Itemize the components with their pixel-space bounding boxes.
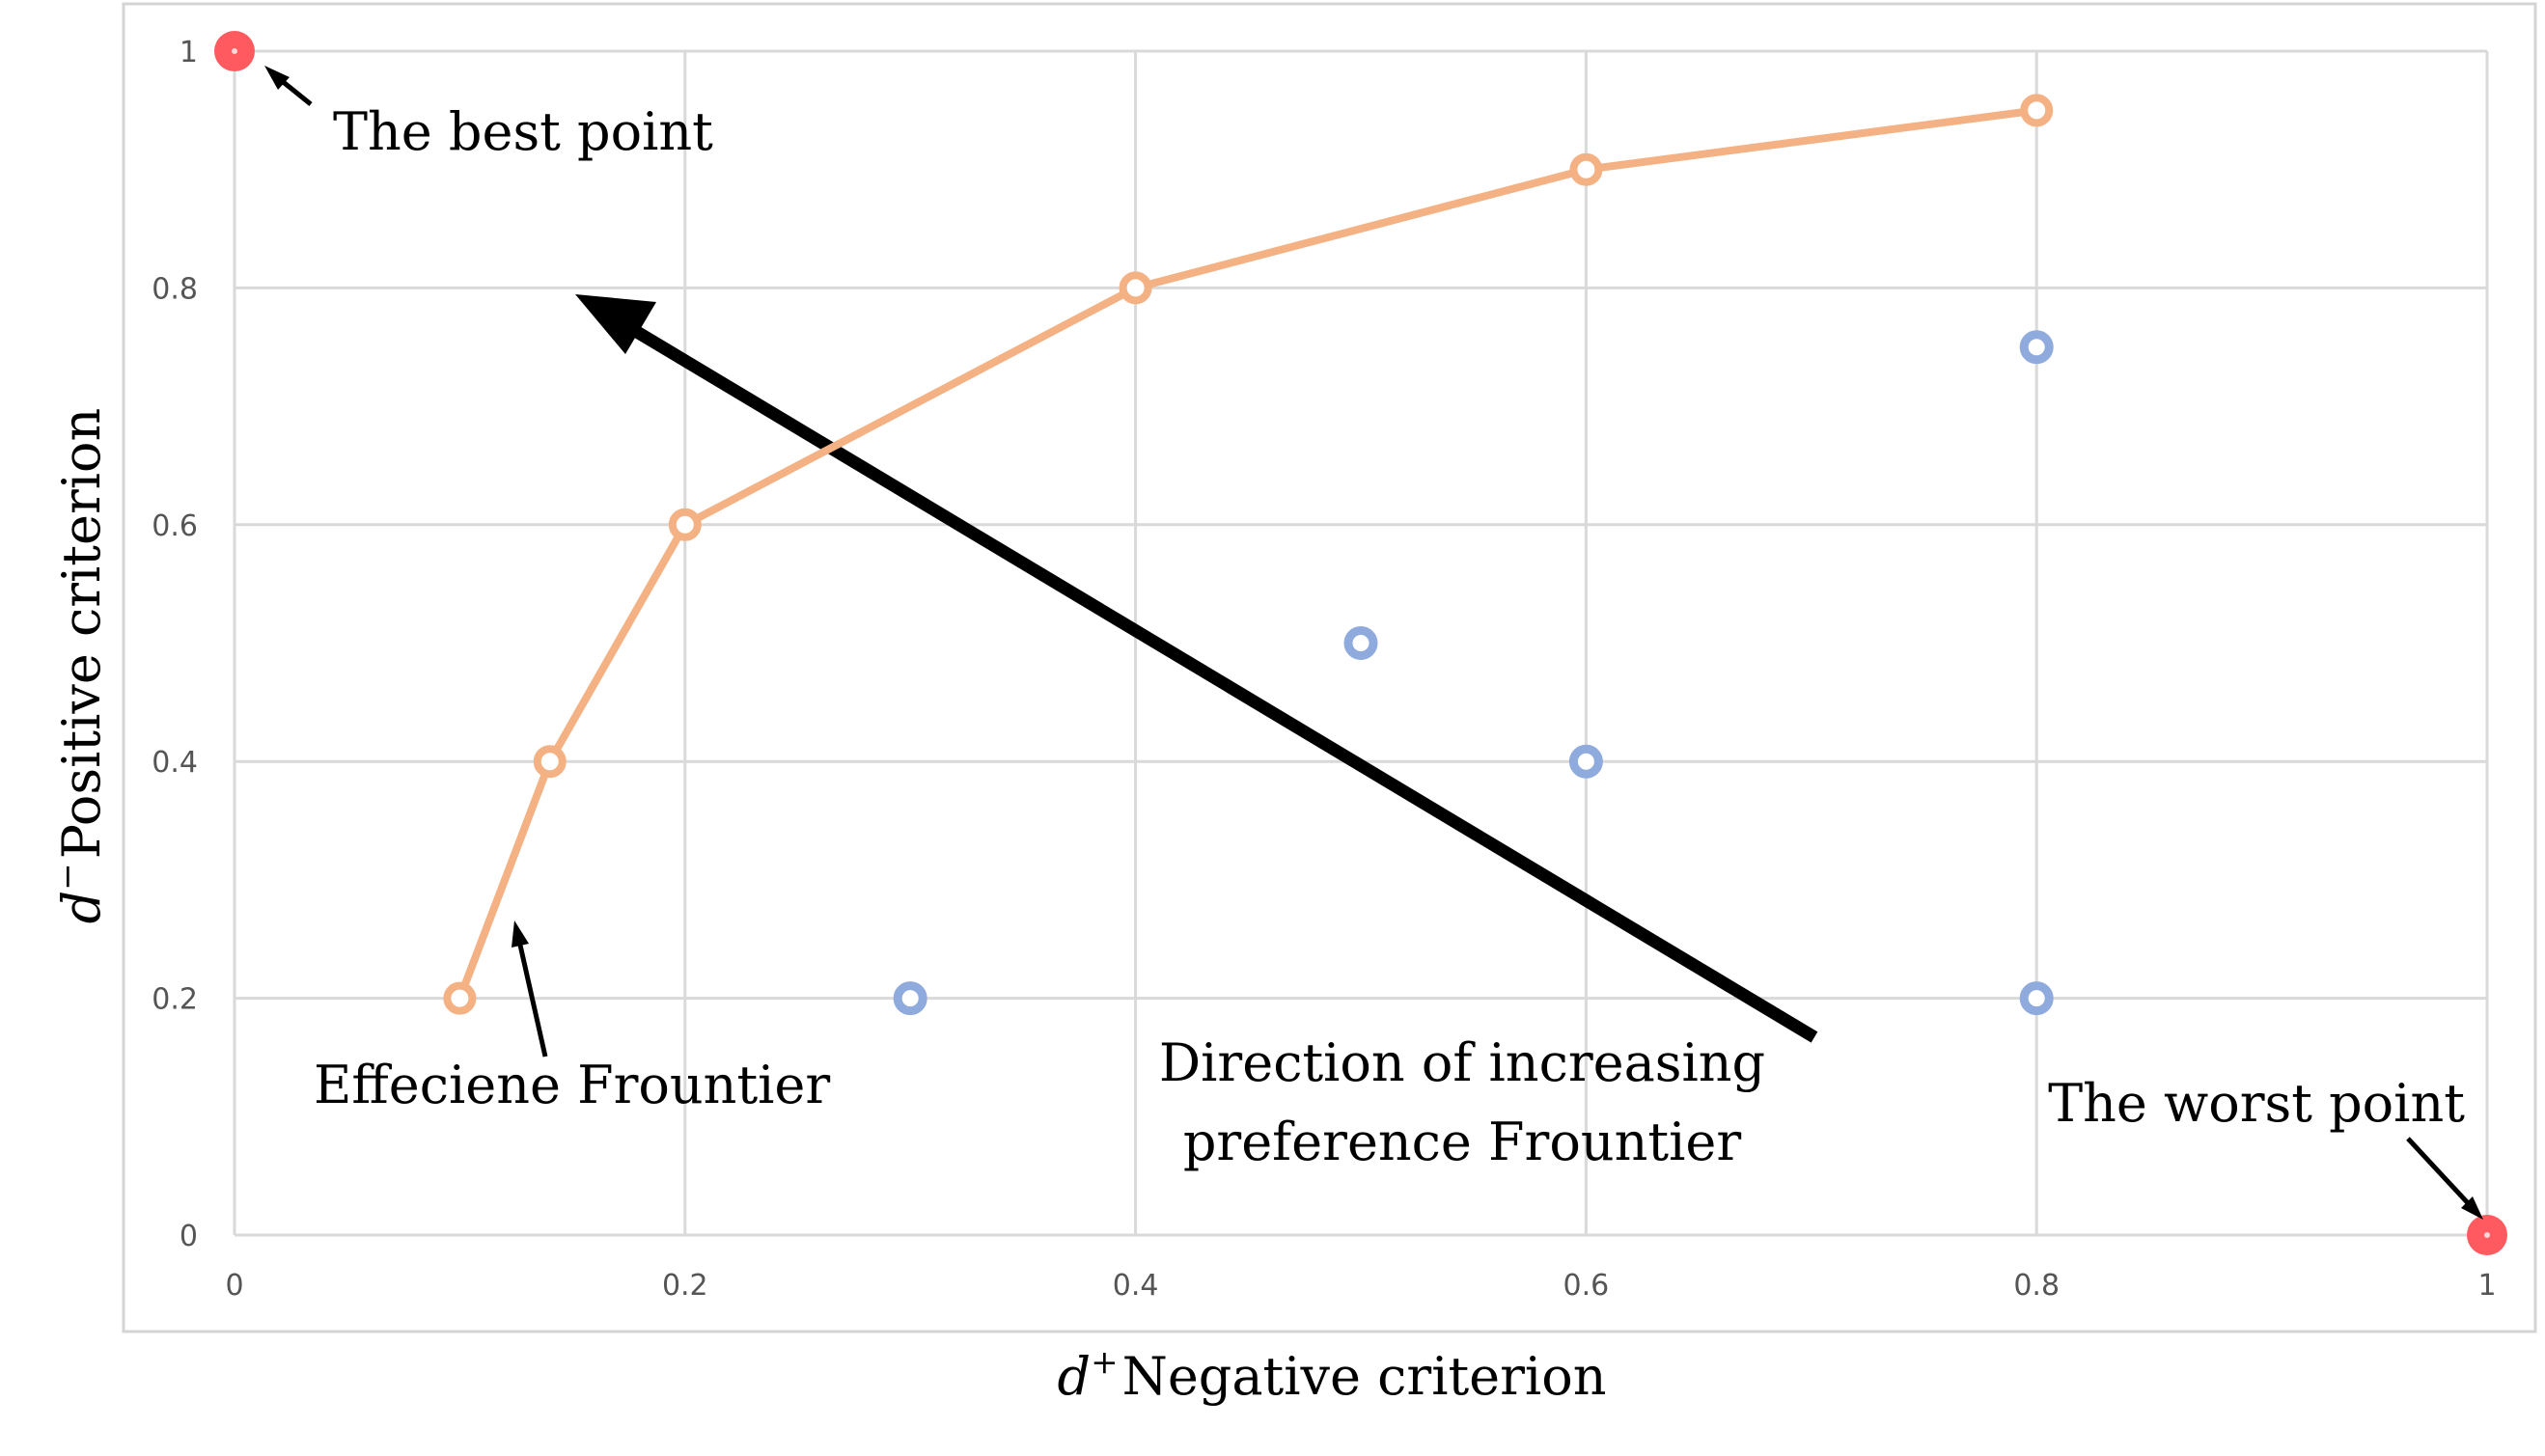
point-highlight — [232, 48, 237, 54]
x-tick-label: 0.6 — [1563, 1269, 1610, 1303]
direction-arrow — [575, 294, 1818, 1043]
y-tick-label: 0.8 — [152, 272, 198, 306]
other-points — [893, 330, 2054, 1016]
alternative-point — [1568, 744, 1603, 779]
x-axis-title: d+Negative criterion — [1057, 1343, 1606, 1407]
x-tick-label: 0.8 — [2013, 1269, 2060, 1303]
frontier-point — [1569, 152, 1603, 186]
frontier-point — [533, 745, 567, 779]
x-tick-labels: 0 0.2 0.4 0.6 0.8 1 — [225, 1269, 2496, 1303]
chart-frame — [122, 2, 2537, 1333]
best-worst-points — [214, 31, 2507, 1255]
worst-point-label: The worst point — [2048, 1073, 2465, 1134]
frontier-label: Effeciene Frountier — [314, 1055, 830, 1115]
frontier-point — [1119, 271, 1152, 305]
best-point-arrow — [264, 66, 313, 106]
y-tick-label: 0.2 — [152, 983, 198, 1017]
frontier-points — [443, 94, 2054, 1015]
frontier-point — [443, 981, 477, 1015]
alternative-point — [893, 981, 927, 1016]
best-point-label: The best point — [333, 101, 713, 162]
y-tick-labels: 0 0.2 0.4 0.6 0.8 1 — [152, 36, 198, 1253]
frontier-point — [668, 508, 702, 541]
point-highlight — [2484, 1232, 2490, 1238]
y-axis-title: d−Positive criterion — [48, 408, 112, 924]
x-tick-label: 1 — [2477, 1269, 2496, 1303]
direction-label-line2: preference Frountier — [1183, 1112, 1741, 1172]
y-tick-label: 1 — [180, 36, 198, 69]
x-tick-label: 0.2 — [662, 1269, 708, 1303]
worst-point-arrow — [2406, 1137, 2483, 1220]
y-tick-label: 0.4 — [152, 746, 198, 780]
x-tick-label: 0.4 — [1113, 1269, 1159, 1303]
y-tick-label: 0 — [180, 1220, 198, 1253]
alternative-point — [1343, 626, 1378, 660]
x-tick-label: 0 — [225, 1269, 243, 1303]
frontier-arrow — [512, 920, 548, 1058]
direction-label-line1: Direction of increasing — [1159, 1032, 1765, 1093]
alternative-point — [2019, 981, 2054, 1016]
alternative-point — [2019, 330, 2054, 365]
efficient-frontier-line — [456, 106, 2037, 1001]
frontier-point — [2020, 94, 2054, 127]
y-tick-label: 0.6 — [152, 509, 198, 543]
